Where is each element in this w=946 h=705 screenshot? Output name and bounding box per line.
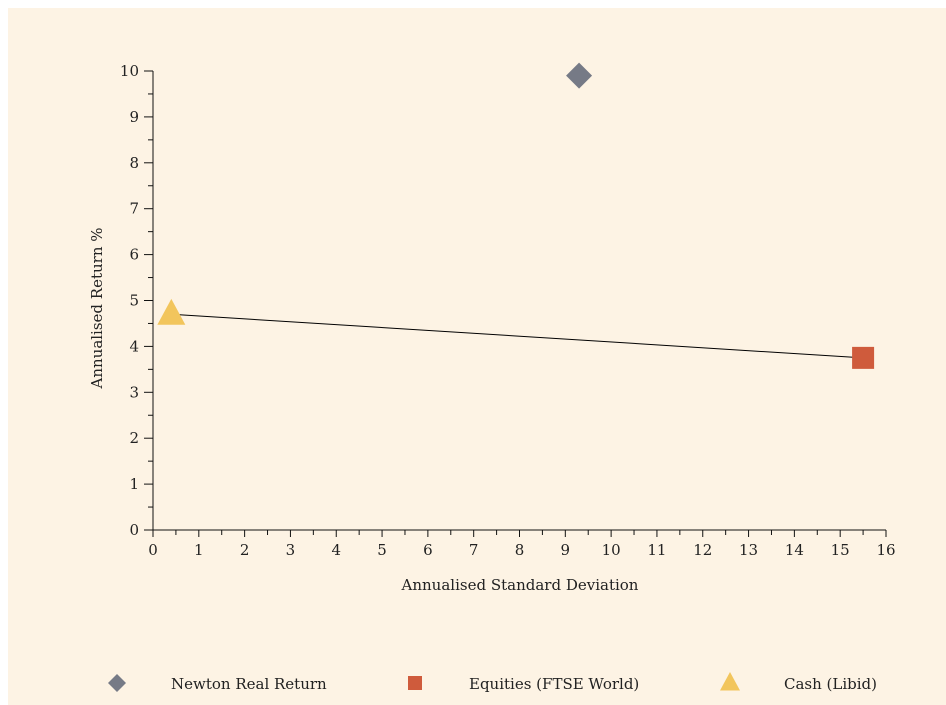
x-tick-label: 3 bbox=[286, 541, 296, 559]
y-tick-label: 6 bbox=[129, 246, 139, 264]
y-tick-label: 0 bbox=[129, 521, 139, 539]
x-tick-label: 12 bbox=[693, 541, 712, 559]
connecting-line bbox=[171, 313, 864, 359]
y-axis-title: Annualised Return % bbox=[88, 227, 106, 389]
legend-marker-equities-ftse-world bbox=[408, 676, 422, 690]
legend-marker-cash-libid bbox=[720, 672, 740, 691]
y-tick-label: 2 bbox=[129, 429, 139, 447]
y-tick-label: 10 bbox=[120, 62, 139, 80]
point-equities-ftse-world bbox=[852, 346, 875, 369]
x-tick-label: 14 bbox=[785, 541, 804, 559]
x-tick-label: 0 bbox=[148, 541, 158, 559]
y-tick-label: 7 bbox=[129, 200, 139, 218]
legend-label-newton-real-return: Newton Real Return bbox=[171, 675, 327, 693]
point-cash-libid bbox=[157, 298, 186, 325]
y-tick-label: 9 bbox=[129, 108, 139, 126]
y-tick-label: 8 bbox=[129, 154, 139, 172]
x-tick-label: 15 bbox=[831, 541, 850, 559]
axes bbox=[152, 71, 886, 531]
legend: Newton Real Return Equities (FTSE World) C… bbox=[108, 672, 877, 693]
x-tick-label: 4 bbox=[331, 541, 341, 559]
trend-line-group bbox=[171, 313, 864, 359]
x-tick-label: 16 bbox=[876, 541, 895, 559]
y-tick-label: 5 bbox=[129, 292, 139, 310]
y-tick-label: 1 bbox=[129, 475, 139, 493]
x-tick-label: 6 bbox=[423, 541, 433, 559]
legend-label-cash-libid: Cash (Libid) bbox=[784, 675, 877, 693]
y-tick-label: 3 bbox=[129, 383, 139, 401]
x-tick-label: 9 bbox=[561, 541, 571, 559]
x-tick-label: 10 bbox=[602, 541, 621, 559]
x-tick-label: 13 bbox=[739, 541, 758, 559]
x-tick-label: 8 bbox=[515, 541, 525, 559]
x-axis-title: Annualised Standard Deviation bbox=[401, 576, 639, 594]
x-tick-label: 1 bbox=[194, 541, 204, 559]
data-points bbox=[157, 62, 875, 369]
x-tick-label: 7 bbox=[469, 541, 479, 559]
x-tick-label: 5 bbox=[377, 541, 387, 559]
legend-marker-newton-real-return bbox=[108, 674, 126, 692]
point-newton-real-return bbox=[566, 62, 593, 89]
y-tick-label: 4 bbox=[129, 337, 139, 355]
y-axis-ticks: 0 1 2 3 4 5 6 7 8 9 10 bbox=[120, 62, 153, 539]
x-tick-label: 2 bbox=[240, 541, 250, 559]
x-tick-label: 11 bbox=[647, 541, 666, 559]
x-axis-ticks: 0 1 2 3 4 5 6 7 8 9 10 11 12 13 14 15 16 bbox=[148, 530, 896, 559]
legend-label-equities-ftse-world: Equities (FTSE World) bbox=[469, 675, 639, 693]
chart-background: 0 1 2 3 4 5 6 7 8 9 10 11 12 13 14 15 16 0 1 2 3 4 5 6 7 8 9 10 An… bbox=[8, 8, 946, 705]
